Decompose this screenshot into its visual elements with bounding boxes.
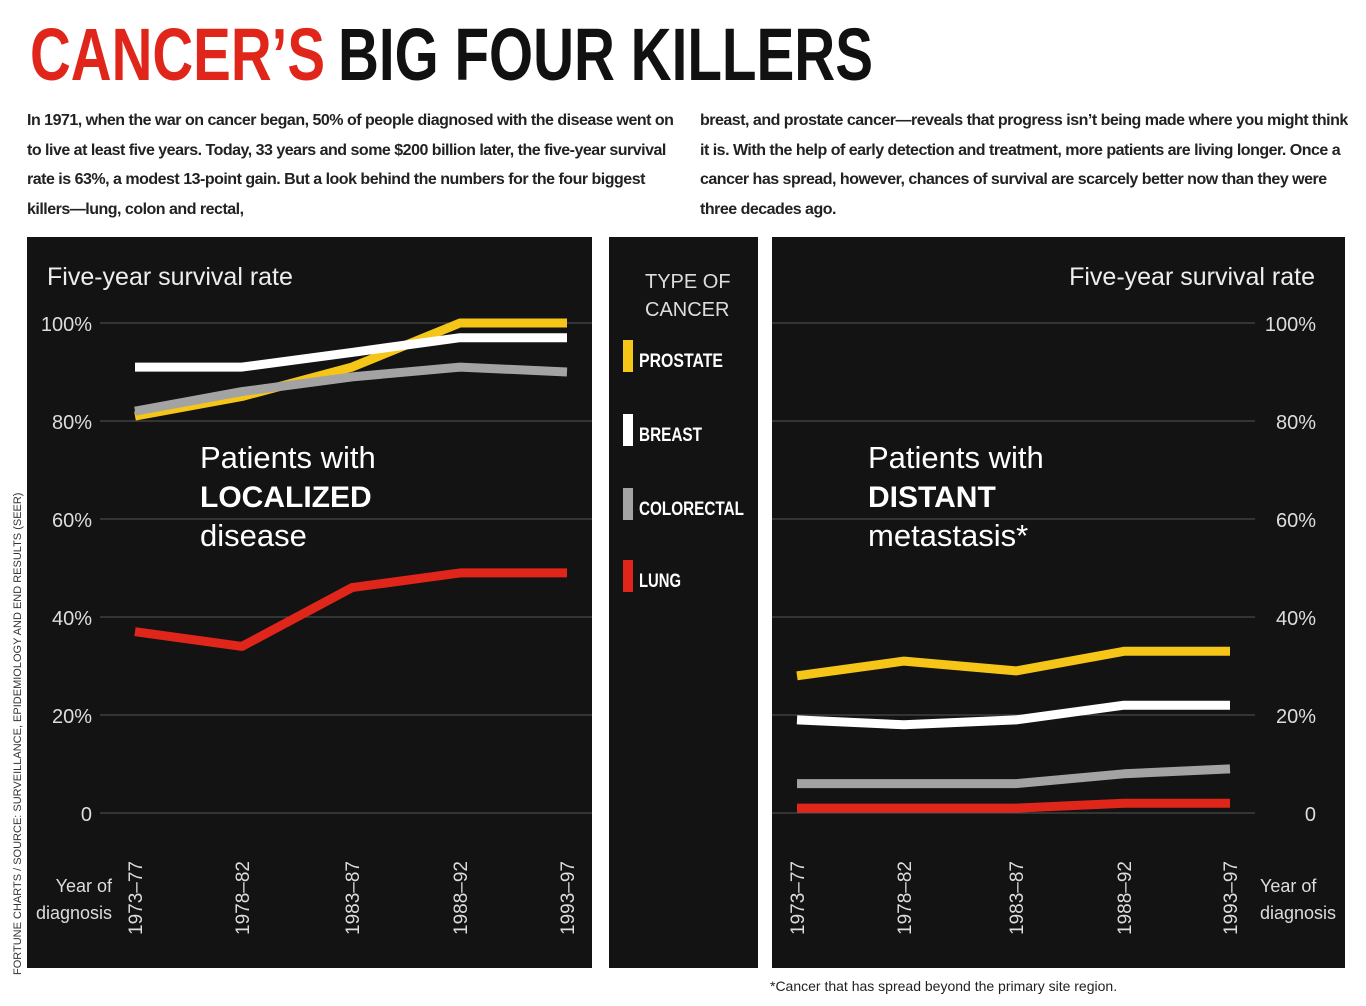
x-tick-label: 1978–82 [895, 861, 916, 935]
x-tick-label: 1988–92 [1115, 861, 1136, 935]
y-tick-label: 0 [1305, 804, 1316, 826]
panel-left [27, 237, 592, 968]
y-tick-label: 60% [1276, 510, 1316, 532]
panel-legend [609, 237, 758, 968]
annotation: Patients with [868, 440, 1044, 475]
x-tick-label: 1973–77 [126, 861, 147, 935]
x-tick-label: 1983–87 [1007, 861, 1028, 935]
legend-title: CANCER [645, 299, 729, 321]
x-tick-label: 1978–82 [233, 861, 254, 935]
legend-label: COLORECTAL [639, 499, 744, 520]
series-line [796, 646, 1230, 681]
y-axis-title: Five-year survival rate [47, 263, 293, 291]
x-tick-label: 1993–97 [558, 861, 579, 935]
y-tick-label: 0 [81, 804, 92, 826]
legend-swatch [623, 488, 633, 520]
x-tick-label: 1988–92 [451, 861, 472, 935]
y-tick-label: 80% [52, 412, 92, 434]
y-tick-label: 40% [52, 608, 92, 630]
legend-swatch [623, 560, 633, 592]
source: FORTUNE CHARTS / SOURCE: SURVEILLANCE, E… [12, 493, 24, 975]
annotation: DISTANT [868, 481, 996, 514]
y-tick-label: 60% [52, 510, 92, 532]
intro-text: breast, and prostate cancer—reveals that… [700, 112, 1348, 218]
series-line [134, 362, 568, 416]
series-line [134, 318, 567, 421]
series-line [797, 764, 1231, 789]
series-line [797, 798, 1230, 813]
y-tick-label: 100% [41, 314, 92, 336]
y-tick-label: 80% [1276, 412, 1316, 434]
x-axis-title: diagnosis [1260, 903, 1336, 923]
series-line [134, 568, 567, 651]
series-line [135, 333, 567, 372]
legend-label: PROSTATE [639, 351, 723, 372]
x-axis-title: Year of [1260, 876, 1317, 896]
annotation: LOCALIZED [200, 481, 372, 514]
x-axis-title: diagnosis [36, 903, 112, 923]
annotation: Patients with [200, 440, 376, 475]
annotation: disease [200, 518, 307, 553]
y-tick-label: 20% [52, 706, 92, 728]
intro-text: In 1971, when the war on cancer began, 5… [27, 112, 674, 218]
series-line [796, 700, 1230, 730]
legend-title: TYPE OF [645, 271, 731, 293]
x-axis-title: Year of [56, 876, 113, 896]
title-accent: CANCER’S [30, 13, 325, 96]
x-tick-label: 1993–97 [1221, 861, 1242, 935]
x-tick-label: 1983–87 [343, 861, 364, 935]
title: BIG FOUR KILLERS [338, 13, 873, 96]
annotation: metastasis* [868, 518, 1028, 553]
y-tick-label: 100% [1265, 314, 1316, 336]
y-tick-label: 40% [1276, 608, 1316, 630]
legend-swatch [623, 414, 633, 446]
panel-right [772, 237, 1345, 968]
legend-label: LUNG [639, 571, 681, 592]
legend-label: BREAST [639, 425, 702, 446]
y-axis-title: Five-year survival rate [1069, 263, 1315, 291]
y-tick-label: 20% [1276, 706, 1316, 728]
footnote: *Cancer that has spread beyond the prima… [770, 978, 1117, 994]
legend-swatch [623, 340, 633, 372]
x-tick-label: 1973–77 [788, 861, 809, 935]
